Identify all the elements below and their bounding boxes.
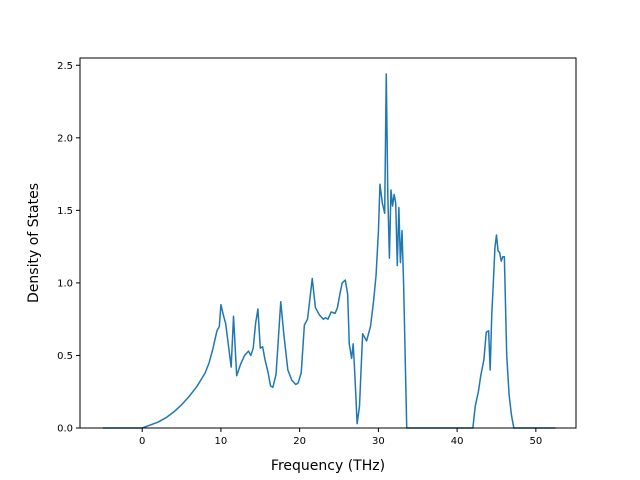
axes-frame [79, 57, 577, 429]
y-tick-label: 2.5 [57, 61, 73, 72]
x-axis: 0 10 20 30 40 50 [139, 428, 542, 447]
x-tick-label: 0 [139, 436, 145, 447]
x-tick-label: 40 [451, 436, 464, 447]
plot-area [102, 73, 556, 429]
y-axis-label: Density of States [26, 183, 42, 303]
x-tick-label: 50 [529, 436, 542, 447]
y-tick-label: 1.5 [57, 206, 73, 217]
x-tick-label: 10 [215, 436, 228, 447]
y-tick-label: 1.0 [57, 278, 73, 289]
y-axis: 0.0 0.5 1.0 1.5 2.0 2.5 [57, 61, 80, 435]
x-tick-label: 20 [293, 436, 306, 447]
y-tick-label: 0.0 [57, 424, 73, 435]
dos-series-line [102, 73, 556, 429]
x-axis-label: Frequency (THz) [271, 458, 385, 474]
y-tick-label: 0.5 [57, 351, 73, 362]
y-tick-label: 2.0 [57, 133, 73, 144]
x-tick-label: 30 [372, 436, 385, 447]
